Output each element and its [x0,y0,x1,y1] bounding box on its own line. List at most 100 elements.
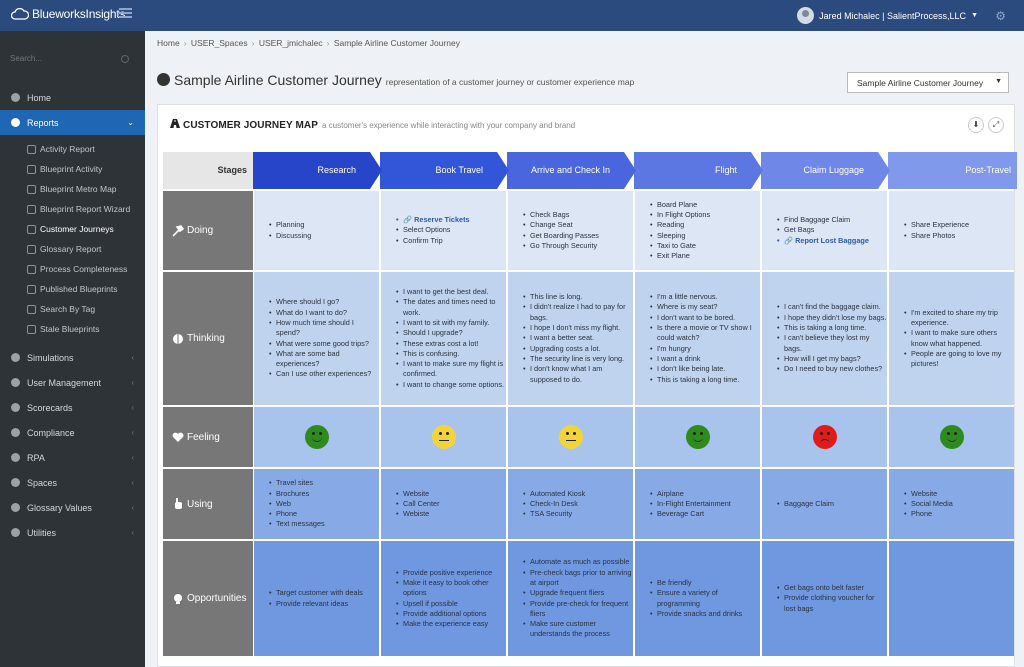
sidebar-item-home[interactable]: Home [0,85,145,110]
cell-list: This line is long.I didn't realize I had… [508,292,633,385]
cell-list: Check BagsChange SeatGet Boarding Passes… [508,210,599,251]
list-item: I didn't realize I had to pay for bags. [523,302,633,323]
list-item: Get Bags [777,225,869,236]
search-icon[interactable] [121,55,129,63]
chevron-left-icon: ‹ [131,353,134,362]
report-item-blueprint-activity[interactable]: Blueprint Activity [0,159,145,179]
sidebar-item-spaces[interactable]: Spaces ‹ [0,470,145,495]
cell-list: WebsiteSocial MediaPhone [889,489,953,520]
row-label: Using [187,498,213,510]
link-item[interactable]: 🔗 Reserve Tickets [396,215,470,226]
user-menu[interactable]: Jared Michalec | SalientProcess,LLC ▼ [797,7,978,24]
hamburger-menu-icon[interactable] [119,8,132,19]
smiley-icon [157,73,170,86]
cell-thinking-4: I'm a little nervous.Where is my seat?I … [635,272,760,405]
caret-down-icon: ▼ [971,12,978,19]
report-item-label: Blueprint Activity [40,164,103,174]
report-item-stale-blueprints[interactable]: Stale Blueprints [0,319,145,339]
link-item[interactable]: 🔗 Report Lost Baggage [777,236,869,247]
page-description: representation of a customer journey or … [385,77,635,87]
search-input[interactable] [10,54,115,63]
download-icon[interactable]: ⬇ [968,117,984,133]
report-item-label: Glossary Report [40,244,102,254]
hand-icon [172,498,184,510]
list-item: Share Experience [904,220,969,231]
cell-opportunities-6 [889,541,1014,656]
expand-icon[interactable]: ⤢ [988,117,1004,133]
list-item: I'm a little nervous. [650,292,760,303]
sidebar-item-glossary-values[interactable]: Glossary Values ‹ [0,495,145,520]
sidebar-item-rpa[interactable]: RPA ‹ [0,445,145,470]
list-item: Select Options [396,225,470,236]
report-item-customer-journeys[interactable]: Customer Journeys [0,219,145,239]
breadcrumb-home[interactable]: Home [157,38,180,48]
row-header-thinking: Thinking [163,272,253,405]
sidebar-item-label: Spaces [27,477,58,488]
report-item-activity-report[interactable]: Activity Report [0,139,145,159]
chevron-left-icon: ‹ [131,378,134,387]
gear-icon[interactable]: ⚙ [995,9,1006,23]
cell-using-5: Baggage Claim [762,469,887,539]
list-item: I want to change some options. [396,380,506,391]
list-item: Webiste [396,509,440,520]
list-item: Beverage Cart [650,509,731,520]
sidebar-item-compliance[interactable]: Compliance ‹ [0,420,145,445]
sidebar-item-utilities[interactable]: Utilities ‹ [0,520,145,545]
list-item: Baggage Claim [777,499,834,510]
report-item-label: Blueprint Report Wizard [40,204,131,214]
brand-logo[interactable]: BlueworksInsights [11,7,126,21]
cell-doing-3: Check BagsChange SeatGet Boarding Passes… [508,191,633,270]
report-item-glossary-report[interactable]: Glossary Report [0,239,145,259]
list-item: Get Boarding Passes [523,231,599,242]
journey-select[interactable]: Sample Airline Customer Journey ▼ [847,72,1009,93]
report-item-blueprint-report-wizard[interactable]: Blueprint Report Wizard [0,199,145,219]
report-item-search-by-tag[interactable]: Search By Tag [0,299,145,319]
report-item-published-blueprints[interactable]: Published Blueprints [0,279,145,299]
sidebar-item-simulations[interactable]: Simulations ‹ [0,345,145,370]
report-item-blueprint-metro-map[interactable]: Blueprint Metro Map [0,179,145,199]
list-item: These extras cost a lot! [396,339,506,350]
list-item: The security line is very long. [523,354,633,365]
row-header-opportunities: Opportunities [163,541,253,656]
row-header-doing: Doing [163,191,253,270]
cell-list: Be friendlyEnsure a variety of programmi… [635,578,760,619]
cell-list: Travel sitesBrochuresWebPhoneText messag… [254,478,325,530]
list-item: Find Baggage Claim [777,215,869,226]
robot-icon [10,452,21,463]
cell-using-2: WebsiteCall CenterWebiste [381,469,506,539]
sidebar-item-reports[interactable]: Reports ⌄ [0,110,145,135]
list-item: Provide relevant ideas [269,599,363,610]
breadcrumb-user-spaces[interactable]: USER_Spaces [190,38,248,48]
cell-feeling-3 [508,407,633,467]
chevron-left-icon: ‹ [131,403,134,412]
sidebar-item-label: Reports [27,117,59,128]
list-item: Upgrading costs a lot. [523,344,633,355]
cell-opportunities-5: Get bags onto belt fasterProvide clothin… [762,541,887,656]
list-item: Airplane [650,489,731,500]
cell-list: Automate as much as possiblePre-check ba… [508,557,633,639]
report-item-process-completeness[interactable]: Process Completeness [0,259,145,279]
report-item-label: Activity Report [40,144,95,154]
sidebar-item-user-management[interactable]: User Management ‹ [0,370,145,395]
list-item: Exit Plane [650,251,710,262]
flask-icon [10,352,21,363]
list-item: Check-In Desk [523,499,585,510]
list-item: I want to make sure my flight is confirm… [396,359,506,380]
report-icon [27,164,36,174]
breadcrumb-user-space[interactable]: USER_jmichalec [258,38,323,48]
cell-feeling-5 [762,407,887,467]
list-item: I want a better seat. [523,333,633,344]
sad-face-icon [812,425,837,449]
cell-doing-4: Board PlaneIn Flight OptionsReadingSleep… [635,191,760,270]
list-item: Go Through Security [523,241,599,252]
sidebar-item-scorecards[interactable]: Scorecards ‹ [0,395,145,420]
list-item: Text messages [269,519,325,530]
cell-thinking-1: Where should I go?What do I want to do?H… [254,272,379,405]
happy-face-icon [685,425,710,449]
sidebar-item-label: Home [27,92,52,103]
list-item: I want to make sure others know what hap… [904,328,1014,349]
road-icon [170,119,180,128]
sidebar-item-label: Compliance [27,427,75,438]
cell-list: I'm a little nervous.Where is my seat?I … [635,292,760,385]
cell-list: WebsiteCall CenterWebiste [381,489,440,520]
